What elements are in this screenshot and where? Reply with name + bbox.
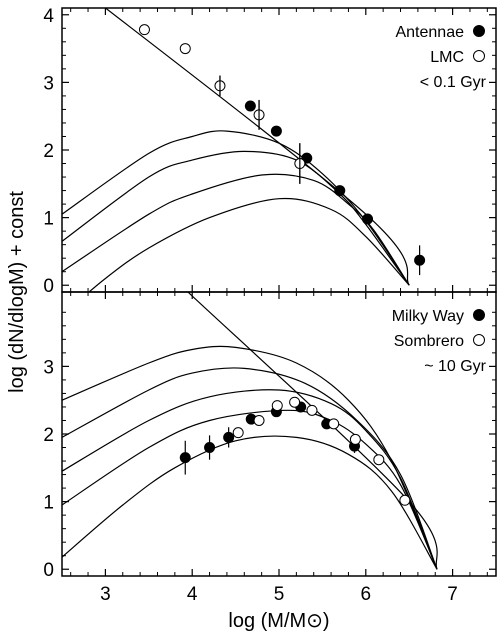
legend-label-young-age: < 0.1 Gyr: [420, 74, 487, 91]
top-legend: Antennae LMC < 0.1 Gyr: [395, 24, 486, 91]
x-tick-label: 5: [274, 584, 285, 605]
antennae-point: [334, 185, 346, 197]
x-tick-label: 3: [100, 584, 111, 605]
legend-marker-antennae: [473, 25, 485, 37]
legend-marker-sombrero: [473, 334, 485, 346]
antennae-point: [414, 254, 426, 266]
y-tick-label: 3: [43, 357, 54, 378]
top-model-curve-power-law: [104, 8, 410, 286]
antennae-point: [270, 125, 282, 137]
y-tick-label: 1: [43, 209, 54, 230]
bottom-data-points: [179, 396, 411, 506]
legend-label-lmc: LMC: [430, 49, 464, 66]
y-tick-label: 0: [43, 560, 54, 581]
y-tick-label: 2: [43, 425, 54, 446]
top-y-axis-ticks: 0 1 2 3 4: [43, 6, 496, 297]
top-panel: 0 1 2 3 4 Antennae LMC < 0.1 Gyr: [43, 6, 497, 297]
sombrero-point: [271, 400, 283, 412]
legend-label-milky-way: Milky Way: [392, 308, 464, 325]
top-model-curves: [62, 8, 410, 292]
top-model-curve-turnover-2: [62, 150, 410, 286]
bottom-panel: 0 1 2 3 3 4 5 6 7 Milky Way Sombrero ~ 10 Gyr: [43, 291, 497, 605]
legend-label-antennae: Antennae: [395, 24, 464, 41]
legend-label-old-age: ~ 10 Gyr: [424, 358, 486, 375]
y-axis-title: log (dN/dlogM) + const: [6, 191, 28, 393]
top-data-points: [138, 24, 426, 276]
sombrero-point: [328, 418, 340, 430]
antennae-point: [362, 213, 374, 225]
top-model-curve-turnover-4: [88, 197, 410, 292]
bottom-model-curves: [62, 292, 438, 570]
bottom-model-curve-turnover-2: [62, 367, 438, 570]
bottom-legend: Milky Way Sombrero ~ 10 Gyr: [392, 308, 487, 375]
top-model-curve-turnover-3: [62, 173, 410, 286]
legend-label-sombrero: Sombrero: [394, 333, 464, 350]
bottom-model-curve-turnover-3: [62, 389, 438, 570]
extra-point: [232, 427, 244, 439]
milky-way-point: [179, 452, 191, 464]
bottom-y-axis-ticks: 0 1 2 3: [43, 311, 496, 581]
lmc-point: [138, 24, 150, 36]
antennae-point: [244, 100, 256, 112]
milky-way-point: [204, 442, 216, 454]
sombrero-point: [399, 494, 411, 506]
sombrero-point: [253, 414, 265, 426]
milky-way-point: [223, 431, 235, 443]
y-tick-label: 1: [43, 493, 54, 514]
sombrero-point: [289, 396, 301, 408]
bottom-model-curve-turnover-4: [62, 409, 438, 570]
x-tick-label: 4: [187, 584, 198, 605]
legend-marker-milky-way: [473, 309, 485, 321]
legend-marker-lmc: [473, 50, 485, 62]
x-tick-label: 7: [447, 584, 458, 605]
sombrero-point: [306, 404, 318, 416]
lmc-point: [179, 43, 191, 55]
y-tick-label: 4: [43, 6, 54, 27]
y-tick-label: 0: [43, 276, 54, 297]
bottom-model-curve-turnover-5: [62, 435, 438, 570]
y-tick-label: 2: [43, 141, 54, 162]
x-axis-title: log (M/M⊙): [228, 610, 329, 632]
x-tick-label: 6: [361, 584, 372, 605]
y-tick-label: 3: [43, 73, 54, 94]
sombrero-point: [349, 433, 361, 445]
bottom-x-axis-ticks: 3 4 5 6 7: [70, 292, 488, 605]
sombrero-point: [373, 454, 385, 466]
bottom-model-curve-power-law: [187, 292, 438, 570]
